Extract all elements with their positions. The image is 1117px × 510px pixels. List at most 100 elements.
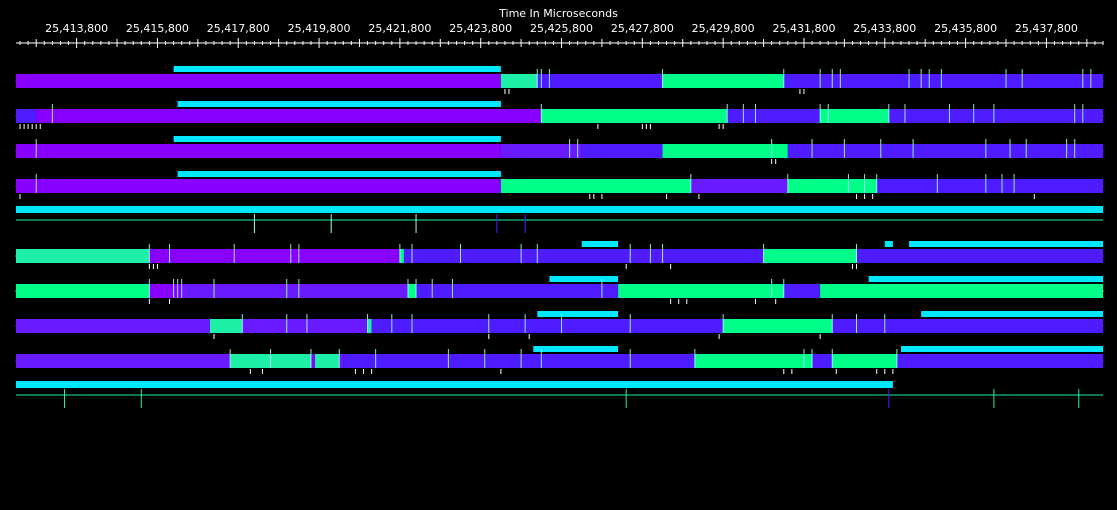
activity-segment[interactable] xyxy=(16,144,501,158)
activity-segment[interactable] xyxy=(339,354,344,368)
time-axis-labels: 25,413,800 25,415,800 25,417,800 25,419,800… xyxy=(0,22,1117,36)
activity-segment[interactable] xyxy=(310,354,316,368)
activity-segment[interactable] xyxy=(690,179,788,193)
activity-segment[interactable] xyxy=(500,179,691,193)
activity-segment[interactable] xyxy=(896,354,1103,368)
axis-tick-label: 25,429,800 xyxy=(691,22,755,35)
row-start-arrow xyxy=(15,284,23,298)
activity-segment[interactable] xyxy=(242,319,368,333)
row-end-arrow xyxy=(1096,179,1104,193)
overhead-strip xyxy=(177,171,501,177)
activity-segment[interactable] xyxy=(16,74,501,88)
activity-segment[interactable] xyxy=(500,74,538,88)
overhead-strip xyxy=(173,136,501,142)
activity-segment[interactable] xyxy=(343,354,695,368)
activity-segment[interactable] xyxy=(787,179,877,193)
processor-row[interactable] xyxy=(15,136,1104,164)
processor-row[interactable] xyxy=(15,346,1104,374)
activity-segment[interactable] xyxy=(403,249,764,263)
activity-segment[interactable] xyxy=(149,284,182,298)
axis-tick-label: 25,431,800 xyxy=(772,22,836,35)
activity-segment[interactable] xyxy=(16,319,210,333)
activity-segment[interactable] xyxy=(399,249,404,263)
activity-segment[interactable] xyxy=(541,109,728,123)
processor-row[interactable] xyxy=(16,206,1103,233)
overhead-strip xyxy=(537,311,619,317)
activity-segment[interactable] xyxy=(16,354,231,368)
row-end-arrow xyxy=(1096,354,1104,368)
axis-title: Time In Microseconds xyxy=(499,7,618,20)
axis-tick-label: 25,437,800 xyxy=(1014,22,1078,35)
activity-segment[interactable] xyxy=(913,144,1103,158)
row-start-arrow xyxy=(15,354,23,368)
activity-segment[interactable] xyxy=(371,319,724,333)
activity-segment[interactable] xyxy=(876,179,1103,193)
overhead-strip xyxy=(177,101,501,107)
row-end-arrow xyxy=(1096,284,1104,298)
activity-segment[interactable] xyxy=(500,144,582,158)
activity-segment[interactable] xyxy=(783,74,910,88)
activity-segment[interactable] xyxy=(416,284,619,298)
activity-segment[interactable] xyxy=(16,249,150,263)
overhead-strip xyxy=(173,66,501,72)
activity-segment[interactable] xyxy=(662,144,788,158)
row-start-arrow xyxy=(15,144,23,158)
axis-tick-label: 25,433,800 xyxy=(853,22,917,35)
time-axis xyxy=(16,38,1104,48)
overhead-strip xyxy=(533,346,619,352)
activity-segment[interactable] xyxy=(820,109,889,123)
activity-segment[interactable] xyxy=(856,249,1103,263)
processor-row[interactable] xyxy=(15,171,1104,199)
activity-segment[interactable] xyxy=(209,319,243,333)
activity-segment[interactable] xyxy=(888,109,1103,123)
activity-segment[interactable] xyxy=(832,354,897,368)
overhead-strip xyxy=(900,346,1103,352)
row-start-arrow xyxy=(15,179,23,193)
processor-row[interactable] xyxy=(15,66,1104,94)
row-start-arrow xyxy=(15,319,23,333)
processor-row[interactable] xyxy=(15,276,1104,304)
overhead-strip xyxy=(549,276,619,282)
overhead-strip xyxy=(909,241,1103,247)
activity-segment[interactable] xyxy=(407,284,417,298)
activity-segment[interactable] xyxy=(36,109,542,123)
activity-segment[interactable] xyxy=(694,354,813,368)
row-end-arrow xyxy=(1096,319,1104,333)
activity-segment[interactable] xyxy=(820,284,1103,298)
processor-row[interactable] xyxy=(15,241,1104,269)
activity-segment[interactable] xyxy=(787,144,914,158)
activity-segment[interactable] xyxy=(727,109,821,123)
row-end-arrow xyxy=(1096,249,1104,263)
overhead-strip xyxy=(921,311,1103,317)
axis-tick-label: 25,415,800 xyxy=(125,22,189,35)
activity-segment[interactable] xyxy=(16,179,501,193)
activity-segment[interactable] xyxy=(783,284,821,298)
processor-row[interactable] xyxy=(15,101,1104,129)
activity-segment[interactable] xyxy=(581,144,663,158)
activity-segment[interactable] xyxy=(832,319,1103,333)
processor-row[interactable] xyxy=(16,381,1103,408)
activity-segment[interactable] xyxy=(315,354,340,368)
activity-segment[interactable] xyxy=(763,249,857,263)
activity-segment[interactable] xyxy=(723,319,833,333)
activity-segment[interactable] xyxy=(812,354,833,368)
axis-tick-label: 25,413,800 xyxy=(45,22,109,35)
overhead-strip xyxy=(581,241,619,247)
activity-segment[interactable] xyxy=(662,74,784,88)
activity-segment[interactable] xyxy=(16,284,150,298)
activity-segment[interactable] xyxy=(537,74,663,88)
row-start-arrow xyxy=(15,109,23,123)
row-start-arrow xyxy=(15,74,23,88)
axis-tick-label: 25,427,800 xyxy=(610,22,674,35)
activity-segment[interactable] xyxy=(149,249,400,263)
activity-segment[interactable] xyxy=(618,284,784,298)
row-end-arrow xyxy=(1096,109,1104,123)
activity-segment[interactable] xyxy=(367,319,372,333)
axis-tick-label: 25,423,800 xyxy=(449,22,513,35)
axis-tick-label: 25,417,800 xyxy=(206,22,270,35)
idle-band xyxy=(16,206,1103,213)
processor-row[interactable] xyxy=(15,311,1104,339)
row-end-arrow xyxy=(1096,74,1104,88)
activity-segment[interactable] xyxy=(181,284,408,298)
